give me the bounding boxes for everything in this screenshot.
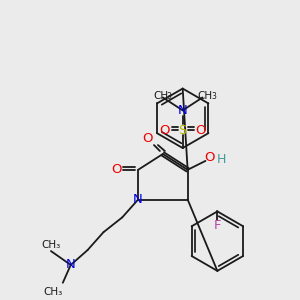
Text: 3: 3 (212, 92, 216, 101)
Text: CH₃: CH₃ (41, 240, 61, 250)
Text: 3: 3 (167, 92, 172, 101)
Text: N: N (133, 193, 143, 206)
Text: O: O (160, 124, 170, 137)
Text: N: N (66, 258, 76, 272)
Text: CH: CH (153, 91, 169, 100)
Text: F: F (214, 219, 221, 232)
Text: N: N (178, 104, 188, 117)
Text: O: O (111, 163, 122, 176)
Text: S: S (178, 124, 187, 137)
Text: O: O (142, 132, 152, 145)
Text: O: O (195, 124, 206, 137)
Text: O: O (204, 152, 215, 164)
Text: CH: CH (197, 91, 212, 100)
Text: CH₃: CH₃ (43, 287, 62, 297)
Text: H: H (217, 153, 226, 167)
